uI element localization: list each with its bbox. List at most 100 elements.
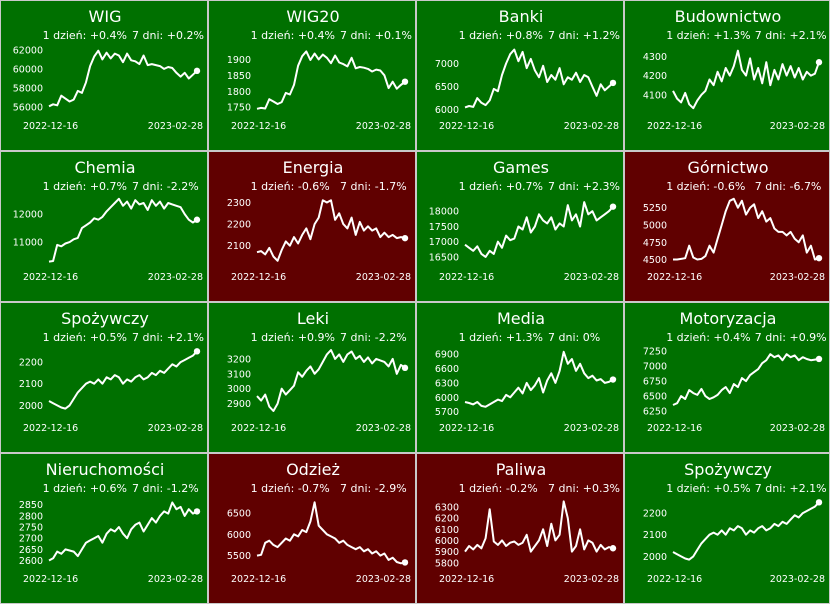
chart-panel: WIG20 1 dzień: +0.4% 7 dni: +0.1% 1750 1800 1… [208, 0, 416, 151]
last-value-marker [815, 59, 823, 66]
y-tick-label: 6200 [435, 514, 459, 525]
y-tick-label: 3000 [227, 384, 251, 395]
chart-panel: Media 1 dzień: +1.3% 7 dni: 0% 5700 6000 6300… [416, 302, 624, 453]
last-value-marker [609, 545, 617, 552]
chart-panel: Odzież 1 dzień: -0.7% 7 dni: -2.9% 5500 6000… [208, 453, 416, 604]
day-change-label: 1 dzień: -0.6% [251, 180, 330, 193]
last-value-marker [401, 559, 409, 566]
chart-panel: Motoryzacja 1 dzień: +0.4% 7 dni: +0.9% 625… [624, 302, 830, 453]
x-start-date: 2022-12-16 [231, 574, 286, 585]
y-tick-label: 2000 [19, 401, 43, 412]
x-end-date: 2023-02-28 [356, 121, 411, 132]
y-tick-label: 7000 [643, 362, 667, 373]
y-tick-label: 62000 [13, 45, 43, 56]
chart-svg: Paliwa 1 dzień: -0.2% 7 dni: +0.3% 58005900… [435, 460, 620, 585]
day-change-label: 1 dzień: +1.3% [666, 29, 750, 42]
last-value-marker [193, 67, 201, 75]
y-tick-label: 12000 [13, 210, 43, 221]
day-change-label: 1 dzień: +0.4% [43, 29, 127, 42]
y-tick-label: 2200 [227, 220, 251, 231]
week-change-label: 7 dni: -2.9% [340, 482, 407, 495]
chart-title: Games [493, 158, 549, 177]
chart-title: Energia [283, 158, 344, 177]
day-change-label: 1 dzień: +0.5% [666, 482, 750, 495]
x-start-date: 2022-12-16 [647, 423, 702, 434]
chart-panel: Nieruchomości 1 dzień: +0.6% 7 dni: -1.2% 2… [0, 453, 208, 604]
x-start-date: 2022-12-16 [439, 121, 494, 132]
x-end-date: 2023-02-28 [770, 121, 825, 132]
y-tick-label: 58000 [13, 84, 43, 95]
week-change-label: 7 dni: -6.7% [755, 180, 822, 193]
week-change-label: 7 dni: +2.3% [548, 180, 620, 193]
last-value-marker [815, 355, 823, 363]
y-tick-label: 6250 [643, 407, 667, 418]
x-start-date: 2022-12-16 [647, 574, 702, 585]
x-start-date: 2022-12-16 [647, 272, 702, 283]
x-start-date: 2022-12-16 [23, 272, 78, 283]
week-change-label: 7 dni: +0.1% [340, 29, 412, 42]
y-tick-label: 56000 [13, 103, 43, 114]
x-end-date: 2023-02-28 [356, 423, 411, 434]
y-tick-label: 4100 [643, 90, 667, 101]
y-tick-label: 6000 [227, 530, 251, 541]
y-tick-label: 4300 [643, 52, 667, 63]
last-value-marker [193, 216, 201, 223]
chart-svg: Budownictwo 1 dzień: +1.3% 7 dni: +2.1% 410… [643, 7, 827, 132]
series-line [464, 201, 614, 258]
y-tick-label: 2900 [227, 399, 251, 410]
x-start-date: 2022-12-16 [23, 121, 78, 132]
last-value-marker [609, 203, 617, 210]
chart-svg: Spożywczy 1 dzień: +0.5% 7 dni: +2.1% 2000 2… [19, 309, 204, 434]
y-tick-label: 4500 [643, 255, 667, 266]
chart-panel: Games 1 dzień: +0.7% 7 dni: +2.3% 16500 1700… [416, 151, 624, 302]
y-tick-label: 1750 [227, 103, 251, 114]
chart-svg: WIG20 1 dzień: +0.4% 7 dni: +0.1% 1750 1800 1… [227, 7, 412, 132]
week-change-label: 7 dni: -2.2% [132, 180, 199, 193]
last-value-marker [401, 364, 409, 372]
x-start-date: 2022-12-16 [23, 574, 78, 585]
series-line [464, 500, 614, 553]
chart-title: Spożywczy [684, 460, 772, 479]
y-tick-label: 2300 [227, 198, 251, 209]
chart-panel: Budownictwo 1 dzień: +1.3% 7 dni: +2.1% 410… [624, 0, 830, 151]
series-line [256, 501, 406, 565]
series-line [48, 197, 198, 263]
x-end-date: 2023-02-28 [356, 574, 411, 585]
last-value-marker [401, 78, 409, 85]
y-tick-label: 7000 [435, 59, 459, 70]
x-end-date: 2023-02-28 [148, 423, 203, 434]
y-tick-label: 6100 [435, 525, 459, 536]
day-change-label: 1 dzień: +1.3% [459, 331, 543, 344]
x-start-date: 2022-12-16 [231, 121, 286, 132]
y-tick-label: 5900 [435, 547, 459, 558]
y-tick-label: 6300 [435, 502, 459, 513]
day-change-label: 1 dzień: +0.5% [43, 331, 127, 344]
day-change-label: 1 dzień: +0.9% [251, 331, 335, 344]
y-tick-label: 18000 [429, 207, 459, 218]
last-value-marker [193, 348, 201, 355]
chart-title: Leki [297, 309, 329, 328]
chart-title: Nieruchomości [46, 460, 165, 479]
y-tick-label: 6000 [435, 536, 459, 547]
x-end-date: 2023-02-28 [148, 574, 203, 585]
y-tick-label: 11000 [13, 238, 43, 249]
chart-title: Banki [499, 7, 544, 26]
y-tick-label: 2100 [643, 530, 667, 541]
y-tick-label: 2200 [19, 358, 43, 369]
x-end-date: 2023-02-28 [564, 574, 619, 585]
last-value-marker [815, 499, 823, 506]
x-end-date: 2023-02-28 [564, 272, 619, 283]
last-value-marker [815, 254, 823, 262]
series-line [256, 349, 406, 412]
chart-svg: Nieruchomości 1 dzień: +0.6% 7 dni: -1.2% 2… [19, 460, 203, 585]
chart-title: WIG [89, 7, 122, 26]
chart-title: Górnictwo [687, 158, 768, 177]
y-tick-label: 2200 [643, 509, 667, 520]
series-line [464, 48, 614, 109]
y-tick-label: 6500 [643, 392, 667, 403]
week-change-label: 7 dni: -2.2% [340, 331, 407, 344]
day-change-label: 1 dzień: -0.2% [459, 482, 538, 495]
series-line [673, 197, 820, 261]
chart-svg: Spożywczy 1 dzień: +0.5% 7 dni: +2.1% 2000 2… [643, 460, 827, 585]
